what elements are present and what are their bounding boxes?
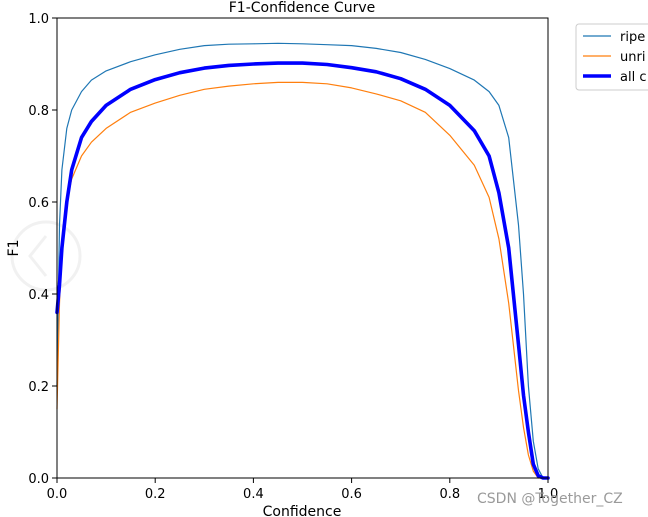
y-tick-label: 0.6 (28, 196, 49, 211)
y-tick-label: 0.2 (28, 380, 49, 395)
legend-entry-1: unri (620, 50, 645, 65)
y-tick-label: 0.8 (28, 104, 49, 119)
y-tick-label: 0.4 (28, 288, 49, 303)
x-tick-label: 0.4 (243, 487, 264, 502)
y-tick-label: 1.0 (28, 12, 49, 27)
x-tick-label: 1.0 (538, 487, 559, 502)
y-axis-label: F1 (6, 240, 22, 257)
x-tick-label: 0.2 (145, 487, 166, 502)
decorative-watermark-circle (10, 220, 82, 292)
x-tick-label: 0.6 (341, 487, 362, 502)
plot-area: 0.0 0.2 0.4 0.6 0.8 1.0 0.0 0.2 0.4 0.6 0.8 1.0 (28, 12, 558, 502)
series-line-2 (55, 61, 550, 480)
legend-box (575, 23, 648, 91)
x-tick-label: 0.8 (439, 487, 460, 502)
series-line-1 (56, 81, 549, 479)
y-tick-label: 0.0 (28, 472, 49, 487)
legend: ripe unri all c (575, 23, 648, 91)
legend-entry-0: ripe (620, 30, 645, 45)
legend-entry-2: all c (620, 70, 646, 85)
x-axis-label: Confidence (263, 504, 342, 517)
series-line-0 (56, 42, 549, 479)
watermark-text: CSDN @Together_CZ (477, 491, 623, 507)
x-tick-label: 0.0 (47, 487, 68, 502)
plot-frame (56, 17, 549, 479)
chart-title: F1-Confidence Curve (229, 0, 375, 16)
